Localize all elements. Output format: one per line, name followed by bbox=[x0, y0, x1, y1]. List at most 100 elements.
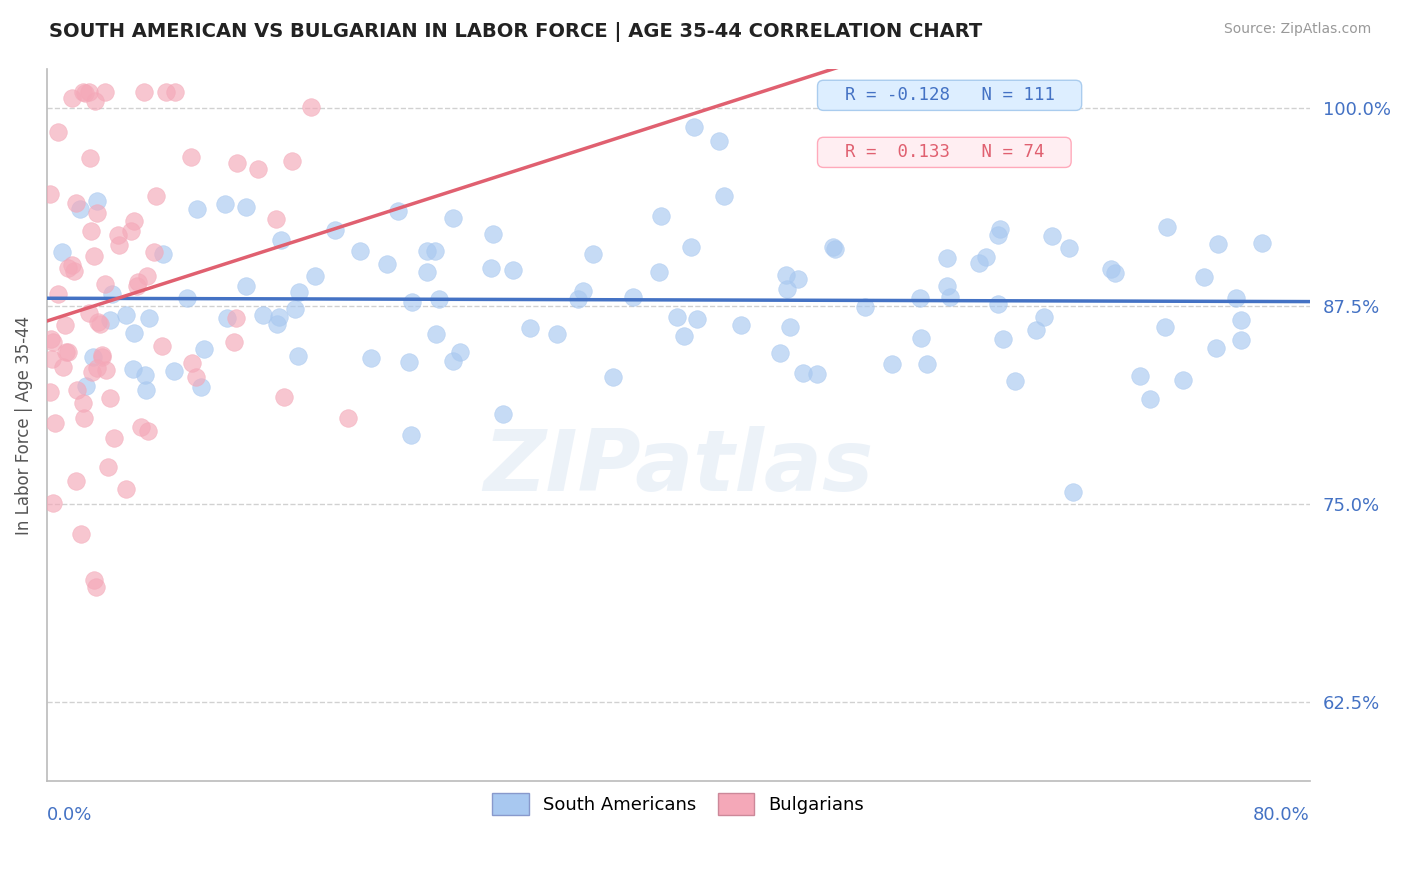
Point bbox=[398, 355, 420, 369]
Point bbox=[1057, 241, 1080, 255]
Point bbox=[482, 227, 505, 241]
Point bbox=[86, 194, 108, 208]
Point bbox=[97, 460, 120, 475]
Point bbox=[270, 234, 292, 248]
Point bbox=[1206, 236, 1229, 251]
Point bbox=[416, 265, 439, 279]
Point bbox=[52, 359, 75, 374]
Point bbox=[42, 496, 65, 510]
Point bbox=[1129, 368, 1152, 383]
Point bbox=[193, 342, 215, 356]
Point bbox=[1104, 267, 1126, 281]
Point bbox=[387, 203, 409, 218]
Point bbox=[134, 368, 156, 383]
Point bbox=[546, 327, 568, 342]
Point bbox=[479, 261, 502, 276]
Point bbox=[77, 85, 100, 99]
Point bbox=[94, 362, 117, 376]
Point bbox=[1205, 341, 1227, 355]
Point bbox=[87, 315, 110, 329]
Point bbox=[136, 268, 159, 283]
Point bbox=[449, 344, 471, 359]
Text: SOUTH AMERICAN VS BULGARIAN IN LABOR FORCE | AGE 35-44 CORRELATION CHART: SOUTH AMERICAN VS BULGARIAN IN LABOR FOR… bbox=[49, 22, 983, 42]
Point bbox=[89, 317, 111, 331]
Point bbox=[98, 312, 121, 326]
Point bbox=[425, 327, 447, 342]
Point bbox=[323, 223, 346, 237]
Point bbox=[98, 391, 121, 405]
Point bbox=[214, 197, 236, 211]
Point bbox=[1230, 313, 1253, 327]
Point bbox=[134, 85, 156, 99]
Point bbox=[77, 306, 100, 320]
Point bbox=[648, 264, 671, 278]
Point bbox=[155, 85, 177, 99]
Point bbox=[567, 292, 589, 306]
Point bbox=[288, 285, 311, 299]
Point bbox=[80, 224, 103, 238]
Point bbox=[880, 357, 903, 371]
Point bbox=[935, 251, 957, 265]
Point bbox=[730, 318, 752, 332]
Point bbox=[823, 240, 845, 254]
Text: 80.0%: 80.0% bbox=[1253, 806, 1310, 824]
Point bbox=[176, 291, 198, 305]
Point bbox=[72, 396, 94, 410]
Point bbox=[186, 202, 208, 216]
Point bbox=[142, 245, 165, 260]
Point bbox=[988, 222, 1011, 236]
Point bbox=[602, 369, 624, 384]
Point bbox=[44, 416, 66, 430]
Point bbox=[84, 581, 107, 595]
Point bbox=[235, 200, 257, 214]
Point bbox=[768, 346, 790, 360]
Point bbox=[180, 150, 202, 164]
Point bbox=[853, 300, 876, 314]
Point bbox=[1099, 262, 1122, 277]
Point bbox=[1042, 229, 1064, 244]
Point bbox=[70, 526, 93, 541]
Point bbox=[776, 282, 799, 296]
Point bbox=[190, 379, 212, 393]
Point bbox=[135, 383, 157, 397]
Point bbox=[42, 334, 65, 349]
Point bbox=[73, 411, 96, 425]
Point bbox=[127, 276, 149, 290]
Point bbox=[775, 268, 797, 282]
Point bbox=[39, 384, 62, 399]
Point bbox=[991, 332, 1014, 346]
Text: ZIPatlas: ZIPatlas bbox=[484, 426, 873, 509]
Point bbox=[51, 245, 73, 260]
Point bbox=[686, 312, 709, 326]
Point bbox=[163, 364, 186, 378]
Point bbox=[66, 383, 89, 397]
Point bbox=[62, 264, 84, 278]
Point bbox=[124, 326, 146, 340]
Point bbox=[46, 125, 69, 139]
Point bbox=[138, 310, 160, 325]
Point bbox=[1154, 320, 1177, 334]
Text: Source: ZipAtlas.com: Source: ZipAtlas.com bbox=[1223, 22, 1371, 37]
Point bbox=[82, 365, 104, 379]
Point bbox=[1225, 291, 1247, 305]
Point bbox=[107, 227, 129, 242]
Point bbox=[1004, 374, 1026, 388]
Point bbox=[349, 244, 371, 258]
Point bbox=[910, 330, 932, 344]
Point bbox=[284, 301, 307, 316]
Point bbox=[65, 474, 87, 488]
Point bbox=[1032, 310, 1054, 324]
Point bbox=[1251, 235, 1274, 250]
Legend: South Americans, Bulgarians: South Americans, Bulgarians bbox=[485, 786, 872, 822]
Point bbox=[90, 348, 112, 362]
Point bbox=[217, 311, 239, 326]
Point bbox=[787, 272, 810, 286]
Point bbox=[75, 379, 97, 393]
Point bbox=[103, 431, 125, 445]
Point bbox=[138, 425, 160, 439]
Point bbox=[287, 349, 309, 363]
Point bbox=[967, 256, 990, 270]
Point bbox=[145, 189, 167, 203]
Point bbox=[72, 85, 94, 99]
Point bbox=[707, 134, 730, 148]
